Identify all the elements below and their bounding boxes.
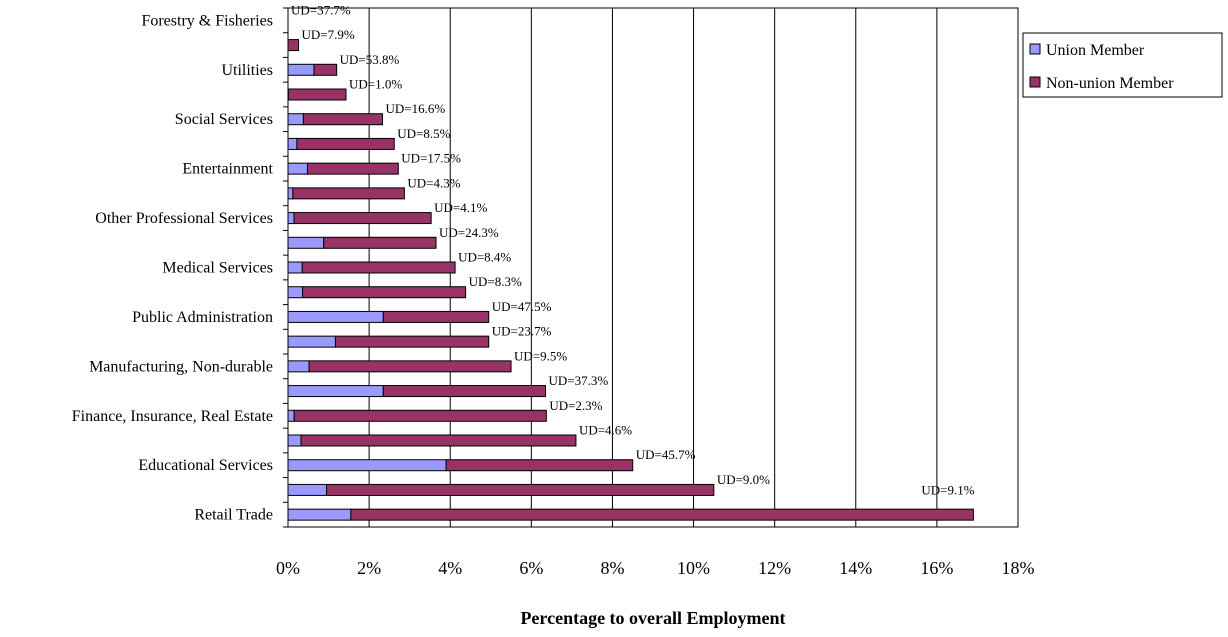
legend-box <box>1022 32 1223 98</box>
ud-annotation: UD=9.5% <box>514 348 567 363</box>
bar-nonunion <box>287 39 300 52</box>
bar-nonunion <box>313 63 338 76</box>
bar-nonunion <box>306 162 399 175</box>
ud-annotation: UD=2.3% <box>549 398 602 413</box>
bar-union <box>287 483 328 496</box>
category-label: Other Professional Services <box>95 210 273 227</box>
x-tick-label: 14% <box>839 558 872 578</box>
bar-union <box>287 409 295 422</box>
category-label: Manufacturing, Non-durable <box>89 358 273 375</box>
ud-annotation: UD=8.4% <box>458 250 511 265</box>
ud-annotation: UD=8.3% <box>469 274 522 289</box>
bar-nonunion <box>302 113 383 126</box>
ud-annotation: UD=4.1% <box>434 200 487 215</box>
bar-union <box>287 137 298 150</box>
ud-annotation: UD=9.0% <box>717 472 770 487</box>
bar-union <box>287 385 384 398</box>
x-tick-label: 10% <box>677 558 710 578</box>
bar-union <box>287 261 303 274</box>
x-tick-label: 4% <box>438 558 462 578</box>
bar-nonunion <box>308 360 512 373</box>
legend-label-nonunion: Non-union Member <box>1046 75 1174 92</box>
bar-union <box>287 286 304 299</box>
ud-annotation: UD=23.7% <box>492 324 552 339</box>
ud-annotation: UD=4.3% <box>407 175 460 190</box>
ud-annotation: UD=47.5% <box>492 299 552 314</box>
category-label: Finance, Insurance, Real Estate <box>72 408 273 425</box>
category-label: Medical Services <box>162 260 273 277</box>
bar-nonunion <box>287 88 347 101</box>
bar-nonunion <box>382 310 490 323</box>
x-tick-label: 12% <box>758 558 791 578</box>
bar-union <box>287 459 447 472</box>
bar-union <box>287 63 315 76</box>
bar-nonunion <box>323 236 437 249</box>
legend: Union Member Non-union Member <box>1022 32 1223 98</box>
bar-nonunion <box>382 385 547 398</box>
legend-label-union: Union Member <box>1046 42 1145 59</box>
category-label: Social Services <box>175 111 273 128</box>
bar-union <box>287 212 295 225</box>
x-tick-label: 6% <box>519 558 543 578</box>
bar-nonunion <box>334 335 490 348</box>
ud-annotation: UD=24.3% <box>439 225 499 240</box>
category-label: Entertainment <box>182 161 273 178</box>
bar-union <box>287 187 294 200</box>
bar-union <box>287 162 308 175</box>
x-tick-label: 16% <box>920 558 953 578</box>
bar-nonunion <box>293 409 547 422</box>
bar-nonunion <box>350 508 974 521</box>
ud-annotation: UD=37.3% <box>549 373 609 388</box>
bar-union <box>287 113 304 126</box>
bar-nonunion <box>326 483 715 496</box>
bar-nonunion <box>296 137 395 150</box>
ud-annotation: UD=17.5% <box>401 151 461 166</box>
bar-union <box>287 335 336 348</box>
ud-annotation: UD=4.6% <box>579 423 632 438</box>
bar-union <box>287 360 310 373</box>
ud-annotation: UD=16.6% <box>385 101 445 116</box>
x-axis-label: Percentage to overall Employment <box>520 608 785 628</box>
category-label: Forestry & Fisheries <box>141 12 273 29</box>
bar-union <box>287 310 384 323</box>
bar-nonunion <box>293 212 432 225</box>
ud-annotation: UD=53.8% <box>340 52 400 67</box>
category-label: Utilities <box>221 62 273 79</box>
category-label: Public Administration <box>132 309 273 326</box>
x-tick-label: 2% <box>357 558 381 578</box>
ud-annotation: UD=1.0% <box>349 77 402 92</box>
ud-annotation: UD=8.5% <box>397 126 450 141</box>
x-tick-label: 0% <box>276 558 300 578</box>
bar-nonunion <box>300 434 577 447</box>
bar-union <box>287 434 302 447</box>
x-tick-label: 8% <box>600 558 624 578</box>
ud-annotation: UD=45.7% <box>636 447 696 462</box>
x-tick-label: 18% <box>1002 558 1035 578</box>
bar-nonunion <box>301 261 456 274</box>
category-label: Educational Services <box>138 457 273 474</box>
ud-annotation: UD=37.7% <box>291 2 351 17</box>
bar-nonunion <box>292 187 405 200</box>
legend-swatch-union <box>1029 43 1041 55</box>
plot-area: 0% 2% 4% 6% 8% 10% 12% 14% 16% 18% Retail Trade UD=… <box>72 2 1035 578</box>
bar-union <box>287 236 325 249</box>
ud-annotation: UD=7.9% <box>302 27 355 42</box>
bar-union <box>287 508 352 521</box>
category-label: Retail Trade <box>194 507 273 524</box>
bar-nonunion <box>445 459 634 472</box>
legend-swatch-nonunion <box>1029 76 1041 88</box>
bar-nonunion <box>302 286 467 299</box>
ud-annotation: UD=9.1% <box>921 483 974 498</box>
